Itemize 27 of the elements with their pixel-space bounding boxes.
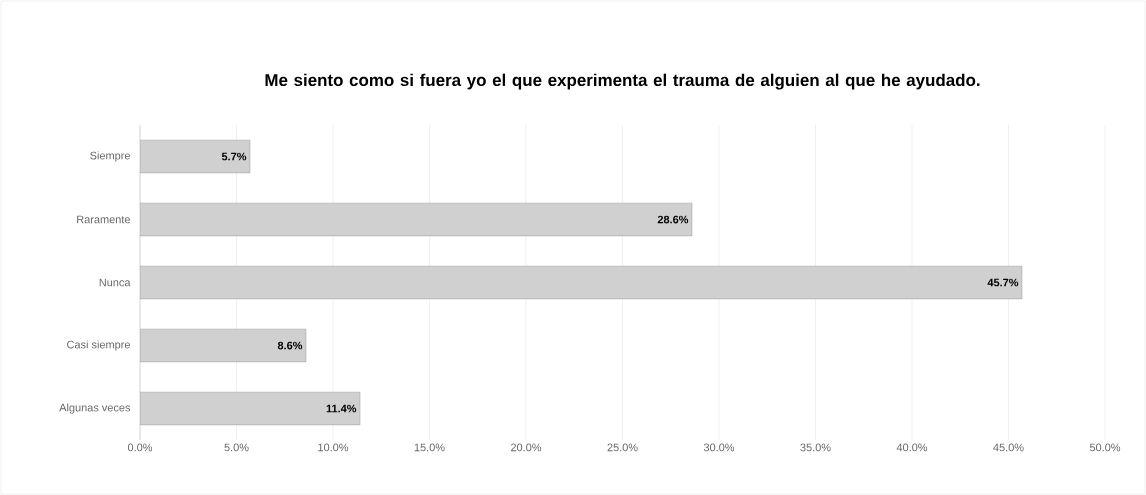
bar — [140, 328, 307, 363]
bar — [140, 202, 693, 237]
x-tick-label: 25.0% — [607, 443, 638, 452]
x-tick-label: 20.0% — [511, 443, 542, 452]
bar — [140, 265, 1023, 300]
y-tick-label: Nunca — [99, 278, 131, 287]
chart-title: Me siento como si fuera yo el que experimenta el trauma de alguien al que he ayudado. — [265, 73, 980, 90]
data-label: 45.7% — [987, 278, 1019, 287]
x-tick-label: 5.0% — [224, 443, 249, 452]
y-tick-label: Raramente — [77, 215, 130, 224]
y-tick-label: Casi siempre — [67, 340, 130, 351]
x-tick-label: 40.0% — [896, 443, 928, 452]
data-label: 8.6% — [277, 341, 303, 350]
bar — [140, 139, 251, 174]
x-tick-label: 30.0% — [703, 443, 735, 452]
x-tick-label: 35.0% — [800, 443, 831, 452]
y-tick-label: Siempre — [90, 151, 130, 162]
x-tick-label: 0.0% — [127, 443, 153, 452]
x-tick-label: 50.0% — [1089, 443, 1121, 452]
data-label: 11.4% — [326, 404, 357, 413]
data-label: 28.6% — [657, 215, 689, 224]
x-tick-label: 15.0% — [414, 443, 445, 452]
x-tick-label: 10.0% — [318, 443, 349, 452]
y-tick-label: Algunas veces — [59, 403, 131, 414]
data-label: 5.7% — [221, 152, 247, 161]
bar — [140, 391, 361, 426]
x-tick-label: 45.0% — [993, 443, 1024, 452]
